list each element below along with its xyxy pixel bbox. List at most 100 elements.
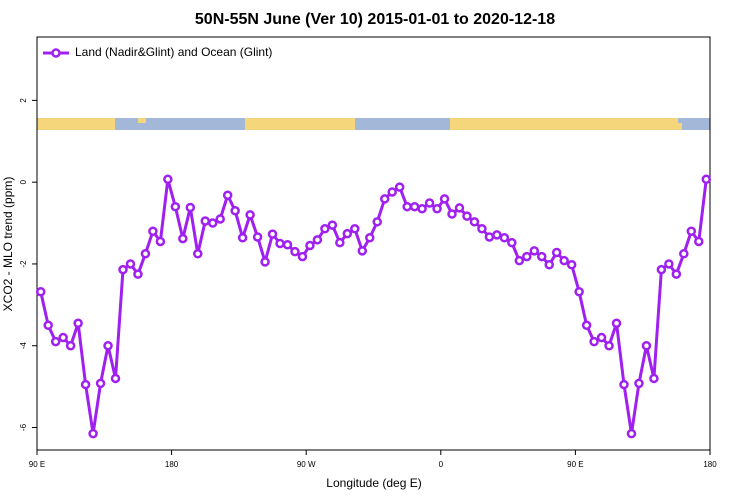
point-marker — [357, 246, 368, 256]
point-marker — [110, 373, 121, 384]
x-tick-label: 90 E — [567, 460, 583, 469]
point-marker — [581, 320, 592, 331]
point-marker — [35, 287, 46, 297]
point-marker — [312, 235, 323, 245]
point-marker — [185, 202, 196, 213]
point-marker — [544, 260, 554, 270]
point-marker — [365, 233, 375, 243]
point-marker — [432, 203, 442, 214]
point-marker — [207, 218, 218, 228]
point-marker — [73, 318, 83, 328]
point-marker — [125, 259, 136, 269]
point-marker — [671, 269, 682, 279]
point-marker — [656, 264, 667, 275]
point-marker — [507, 237, 517, 248]
y-axis-label: XCO2 - MLO trend (ppm) — [1, 177, 15, 312]
point-marker — [320, 224, 330, 234]
point-marker — [342, 228, 353, 239]
point-marker — [335, 237, 345, 248]
point-marker — [537, 251, 547, 262]
x-tick-label: 90 E — [29, 460, 45, 469]
point-marker — [574, 287, 584, 297]
point-marker — [379, 194, 390, 204]
x-tick-label: 180 — [165, 460, 179, 469]
point-marker — [50, 336, 61, 347]
point-marker — [604, 340, 614, 351]
point-marker — [200, 216, 210, 226]
point-marker — [492, 230, 502, 240]
point-marker — [88, 428, 98, 439]
point-marker — [551, 247, 562, 258]
point-marker — [589, 336, 599, 347]
point-marker — [155, 236, 166, 247]
land-ocean-band — [37, 118, 710, 130]
point-marker — [499, 233, 510, 243]
point-marker — [275, 238, 285, 249]
point-marker — [290, 246, 300, 257]
y-tick-label: -6 — [19, 423, 28, 431]
point-marker — [170, 201, 181, 212]
point-marker — [634, 378, 644, 389]
legend-marker — [51, 48, 61, 58]
point-marker — [477, 224, 487, 234]
x-tick-label: 90 W — [297, 460, 316, 469]
point-marker — [417, 203, 427, 214]
point-marker — [95, 378, 106, 389]
point-marker — [267, 229, 278, 239]
x-tick-label: 0 — [439, 460, 444, 469]
point-marker — [327, 220, 338, 230]
point-marker — [559, 255, 569, 266]
point-marker — [80, 379, 91, 390]
y-tick-label: 2 — [19, 98, 28, 103]
y-tick-label: -2 — [19, 260, 28, 268]
point-marker — [43, 320, 53, 331]
point-marker — [641, 340, 652, 351]
point-marker — [103, 340, 113, 351]
point-marker — [649, 373, 659, 384]
point-marker — [686, 226, 697, 236]
point-marker — [469, 217, 480, 227]
point-marker — [387, 187, 397, 197]
y-tick-label: 0 — [19, 179, 28, 184]
point-marker — [237, 233, 248, 243]
point-marker — [439, 194, 450, 204]
point-marker — [260, 257, 270, 267]
point-marker — [230, 206, 240, 216]
point-marker — [611, 318, 622, 328]
point-marker — [664, 259, 674, 269]
point-marker — [447, 209, 457, 219]
point-marker — [222, 190, 233, 200]
point-marker — [148, 226, 158, 236]
point-marker — [454, 203, 465, 213]
point-marker — [514, 255, 525, 266]
plot-frame — [36, 36, 711, 451]
y-tick-label: -4 — [19, 342, 28, 350]
point-marker — [484, 232, 495, 242]
point-marker — [694, 236, 704, 247]
point-marker — [305, 240, 315, 251]
series-line — [39, 178, 708, 434]
point-marker — [394, 182, 405, 192]
point-marker — [679, 248, 689, 259]
point-marker — [118, 264, 128, 275]
point-marker — [297, 251, 308, 262]
point-marker — [424, 198, 435, 208]
point-marker — [626, 428, 637, 439]
x-tick-label: 180 — [703, 460, 717, 469]
point-marker — [178, 233, 188, 244]
x-axis-label: Longitude (deg E) — [326, 476, 421, 490]
point-marker — [245, 210, 255, 220]
point-marker — [409, 201, 420, 212]
point-marker — [372, 217, 382, 227]
point-marker — [619, 379, 629, 390]
point-marker — [282, 239, 293, 250]
point-marker — [402, 201, 412, 212]
point-marker — [596, 332, 607, 343]
point-marker — [522, 251, 532, 262]
point-marker — [350, 224, 360, 234]
point-marker — [140, 248, 151, 259]
point-marker — [215, 214, 225, 224]
point-marker — [58, 332, 68, 343]
point-marker — [65, 340, 76, 351]
